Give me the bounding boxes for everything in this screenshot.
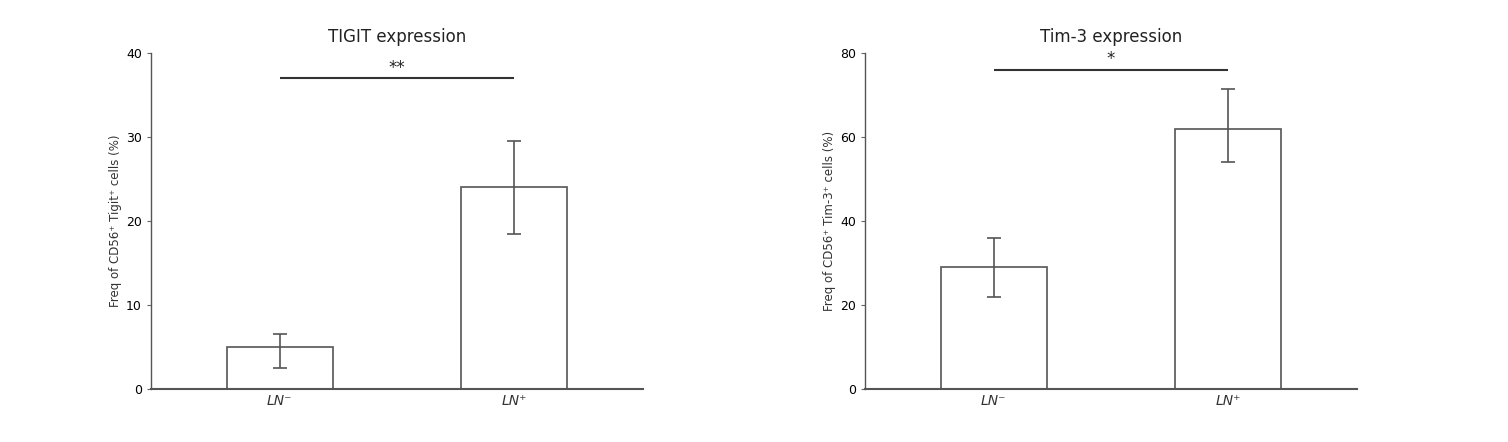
- Bar: [1175, 129, 1280, 389]
- Title: TIGIT expression: TIGIT expression: [327, 28, 466, 46]
- Text: *: *: [1107, 50, 1116, 68]
- Text: **: **: [389, 58, 406, 76]
- Bar: [941, 267, 1047, 389]
- Bar: [461, 187, 567, 389]
- Y-axis label: Freq of CD56⁺ Tigit⁺ cells (%): Freq of CD56⁺ Tigit⁺ cells (%): [109, 135, 122, 307]
- Y-axis label: Freq of CD56⁺ Tim-3⁺ cells (%): Freq of CD56⁺ Tim-3⁺ cells (%): [822, 131, 835, 311]
- Bar: [228, 347, 333, 389]
- Title: Tim-3 expression: Tim-3 expression: [1041, 28, 1182, 46]
